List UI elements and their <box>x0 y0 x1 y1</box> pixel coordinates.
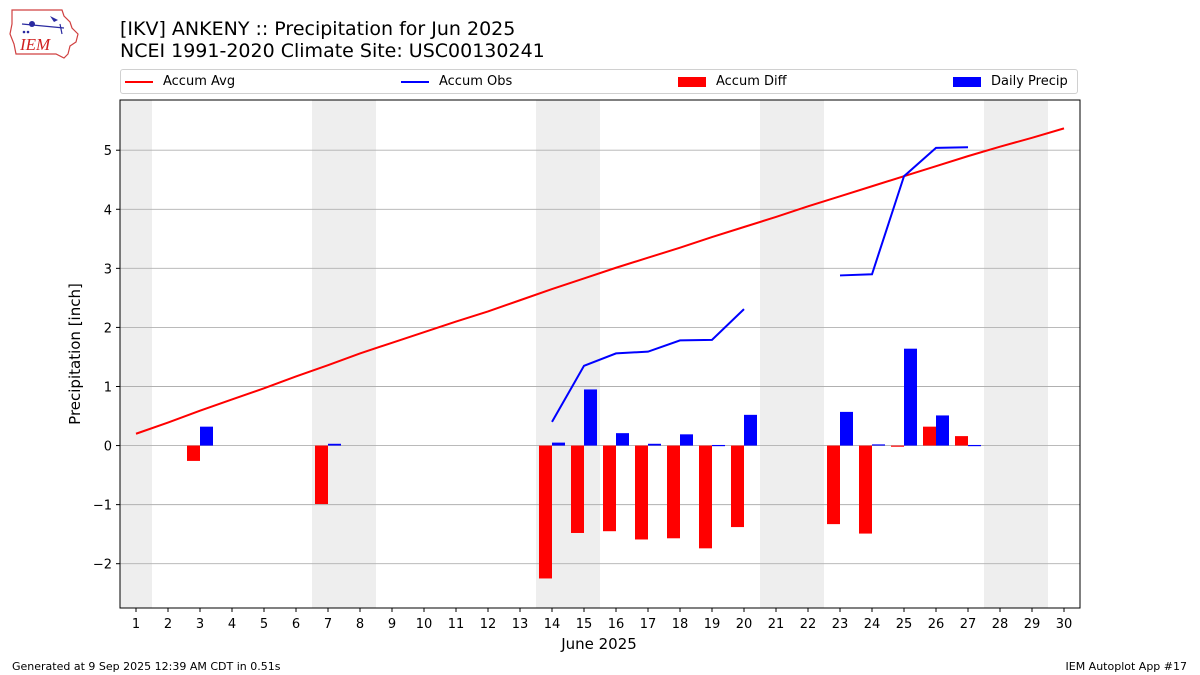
weekend-shade-4 <box>984 100 1048 608</box>
xtick-label-25: 25 <box>896 617 913 632</box>
bar-daily-precip-day-27 <box>968 444 981 447</box>
legend-swatch-accum-obs <box>401 80 429 83</box>
xtick-label-15: 15 <box>576 617 593 632</box>
legend-swatch-daily-precip <box>953 76 981 87</box>
line-accum-obs-segment-0 <box>551 308 745 423</box>
bar-daily-precip-day-24 <box>872 444 885 446</box>
xtick-label-22: 22 <box>800 617 817 632</box>
xtick-label-16: 16 <box>608 617 625 632</box>
logo-text: IEM <box>19 35 51 54</box>
weekend-shade-2 <box>536 100 600 608</box>
bar-accum-diff-day-19 <box>699 445 712 549</box>
ytick-label-3: 3 <box>104 262 112 277</box>
xtick-label-29: 29 <box>1024 617 1041 632</box>
legend-item-accum-diff: Accum Diff <box>678 70 787 93</box>
footer-app-text: IEM Autoplot App #17 <box>1065 660 1188 673</box>
bar-accum-diff-day-15 <box>571 445 584 533</box>
bar-accum-diff-day-17 <box>635 445 648 540</box>
xtick-label-10: 10 <box>416 617 433 632</box>
bar-accum-diff-day-18 <box>667 445 680 539</box>
legend-label-accum-avg: Accum Avg <box>163 74 236 89</box>
bar-daily-precip-day-20 <box>744 414 757 446</box>
weekend-shade-0 <box>120 100 152 608</box>
xtick-label-21: 21 <box>768 617 785 632</box>
bar-daily-precip-day-17 <box>648 443 661 446</box>
bar-accum-diff-day-23 <box>827 445 840 525</box>
bar-accum-diff-day-27 <box>955 436 968 446</box>
legend-swatch-accum-avg <box>125 80 153 83</box>
legend-label-accum-obs: Accum Obs <box>439 74 513 89</box>
ytick-label-5: 5 <box>104 144 112 159</box>
legend-item-accum-obs: Accum Obs <box>401 70 512 93</box>
xtick-label-6: 6 <box>292 617 300 632</box>
legend-item-accum-avg: Accum Avg <box>125 70 235 93</box>
bar-daily-precip-day-26 <box>936 415 949 446</box>
bar-accum-diff-day-16 <box>603 445 616 532</box>
xtick-label-18: 18 <box>672 617 689 632</box>
bar-accum-diff-day-26 <box>923 426 936 446</box>
ytick-label-4: 4 <box>104 203 112 218</box>
weekend-shade-3 <box>760 100 824 608</box>
legend-swatch-accum-diff <box>678 76 706 87</box>
xtick-label-2: 2 <box>164 617 172 632</box>
xtick-label-19: 19 <box>704 617 721 632</box>
xtick-label-14: 14 <box>544 617 561 632</box>
bar-daily-precip-day-25 <box>904 348 917 446</box>
xtick-label-5: 5 <box>260 617 268 632</box>
legend-item-daily-precip: Daily Precip <box>953 70 1068 93</box>
footer-generated-text: Generated at 9 Sep 2025 12:39 AM CDT in … <box>12 660 281 673</box>
bar-daily-precip-day-7 <box>328 443 341 446</box>
bar-accum-diff-day-20 <box>731 445 744 528</box>
xtick-label-27: 27 <box>960 617 977 632</box>
bar-accum-diff-day-25 <box>891 445 904 447</box>
xtick-label-11: 11 <box>448 617 465 632</box>
xtick-label-28: 28 <box>992 617 1009 632</box>
bar-daily-precip-day-14 <box>552 442 565 446</box>
xtick-label-7: 7 <box>324 617 332 632</box>
y-axis-label: Precipitation [inch] <box>66 283 84 425</box>
bar-daily-precip-day-23 <box>840 411 853 446</box>
xtick-label-8: 8 <box>356 617 364 632</box>
bar-accum-diff-day-7 <box>315 445 328 505</box>
ytick-label-0: 0 <box>104 440 112 455</box>
xtick-label-23: 23 <box>832 617 849 632</box>
xtick-label-13: 13 <box>512 617 529 632</box>
chart-subtitle: NCEI 1991-2020 Climate Site: USC00130241 <box>120 40 545 62</box>
line-accum-obs-segment-1 <box>839 146 969 277</box>
iem-logo: IEM <box>9 9 79 59</box>
xtick-label-9: 9 <box>388 617 396 632</box>
legend-label-daily-precip: Daily Precip <box>991 74 1068 89</box>
ytick-label--2: −2 <box>93 558 112 573</box>
ytick-label-1: 1 <box>104 380 112 395</box>
bar-daily-precip-day-3 <box>200 426 213 446</box>
bar-accum-diff-day-3 <box>187 445 200 461</box>
ytick-label-2: 2 <box>104 321 112 336</box>
chart-legend: Accum Avg Accum Obs Accum Diff Daily Pre… <box>120 69 1078 94</box>
plot-frame <box>119 99 1081 609</box>
bar-accum-diff-day-24 <box>859 445 872 534</box>
xtick-label-30: 30 <box>1056 617 1073 632</box>
weekend-shade-1 <box>312 100 376 608</box>
x-axis-label: June 2025 <box>560 635 637 653</box>
bar-accum-diff-day-14 <box>539 445 552 579</box>
line-accum-avg-segment-0 <box>135 127 1065 435</box>
bar-daily-precip-day-15 <box>584 389 597 446</box>
legend-label-accum-diff: Accum Diff <box>716 74 787 89</box>
xtick-label-4: 4 <box>228 617 236 632</box>
bar-daily-precip-day-16 <box>616 433 629 446</box>
xtick-label-20: 20 <box>736 617 753 632</box>
ytick-label--1: −1 <box>93 499 112 514</box>
xtick-label-3: 3 <box>196 617 204 632</box>
bar-daily-precip-day-18 <box>680 434 693 446</box>
xtick-label-26: 26 <box>928 617 945 632</box>
xtick-label-24: 24 <box>864 617 881 632</box>
xtick-label-17: 17 <box>640 617 657 632</box>
bar-daily-precip-day-19 <box>712 444 725 447</box>
xtick-label-12: 12 <box>480 617 497 632</box>
xtick-label-1: 1 <box>132 617 140 632</box>
chart-title: [IKV] ANKENY :: Precipitation for Jun 20… <box>120 18 516 40</box>
